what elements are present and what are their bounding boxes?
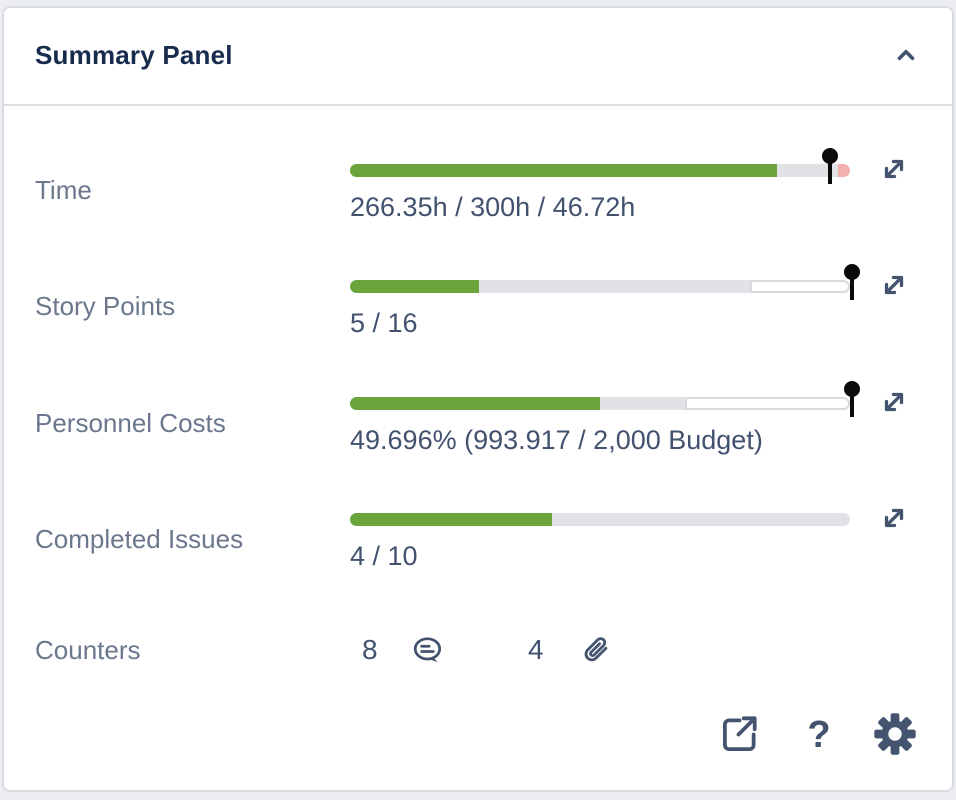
diagonal-expand-icon bbox=[878, 386, 910, 421]
settings-button[interactable] bbox=[872, 712, 918, 758]
chevron-up-icon bbox=[893, 42, 919, 71]
bar-segment-progress bbox=[350, 280, 479, 293]
row-value: 266.35h / 300h / 46.72h bbox=[350, 192, 636, 222]
header-divider bbox=[4, 104, 952, 106]
attachment-count: 4 bbox=[528, 634, 544, 665]
pin-head bbox=[844, 381, 860, 397]
expand-row-button[interactable] bbox=[878, 503, 910, 535]
row-value: 4 / 10 bbox=[350, 541, 418, 571]
bar-segment-overflow bbox=[838, 164, 850, 177]
pin-stem bbox=[828, 156, 832, 184]
open-in-new-icon bbox=[716, 711, 762, 760]
target-pin-marker bbox=[844, 381, 860, 417]
bar-segment-progress bbox=[350, 397, 600, 410]
comment-count: 8 bbox=[362, 634, 378, 665]
expand-row-button[interactable] bbox=[878, 387, 910, 419]
attachment-icon bbox=[578, 633, 612, 667]
help-icon: ? bbox=[807, 714, 831, 756]
collapse-panel-button[interactable] bbox=[890, 40, 922, 72]
bar-segment-progress bbox=[350, 164, 777, 177]
row-label: Time bbox=[35, 175, 92, 205]
bar-segment-progress bbox=[350, 513, 552, 526]
bar-segment-track bbox=[552, 513, 850, 526]
pin-stem bbox=[850, 272, 854, 300]
bar-segment-empty bbox=[750, 280, 850, 293]
bar-segment-track bbox=[777, 164, 838, 177]
progress-bar bbox=[350, 513, 850, 526]
diagonal-expand-icon bbox=[878, 502, 910, 537]
pin-head bbox=[822, 148, 838, 164]
row-value: 5 / 16 bbox=[350, 308, 418, 338]
panel-title: Summary Panel bbox=[35, 40, 233, 70]
target-pin-marker bbox=[822, 148, 838, 184]
open-in-new-button[interactable] bbox=[716, 712, 762, 758]
settings-gear-icon bbox=[872, 711, 918, 760]
diagonal-expand-icon bbox=[878, 153, 910, 188]
progress-bar bbox=[350, 164, 850, 177]
progress-bar bbox=[350, 280, 850, 293]
expand-row-button[interactable] bbox=[878, 270, 910, 302]
pin-stem bbox=[850, 389, 854, 417]
expand-row-button[interactable] bbox=[878, 154, 910, 186]
target-pin-marker bbox=[844, 264, 860, 300]
diagonal-expand-icon bbox=[878, 269, 910, 304]
progress-bar bbox=[350, 397, 850, 410]
bar-segment-track bbox=[600, 397, 685, 410]
counters-label: Counters bbox=[35, 635, 141, 665]
comment-icon bbox=[411, 634, 445, 668]
row-label: Story Points bbox=[35, 291, 176, 321]
row-label: Completed Issues bbox=[35, 524, 244, 554]
row-value: 49.696% (993.917 / 2,000 Budget) bbox=[350, 425, 763, 455]
bar-segment-empty bbox=[685, 397, 850, 410]
summary-panel: Summary Panel Time 266.35h / 300h / 46.72… bbox=[2, 6, 954, 792]
bar-segment-track bbox=[479, 280, 750, 293]
pin-head bbox=[844, 264, 860, 280]
row-label: Personnel Costs bbox=[35, 408, 226, 438]
help-button[interactable]: ? bbox=[796, 712, 842, 758]
